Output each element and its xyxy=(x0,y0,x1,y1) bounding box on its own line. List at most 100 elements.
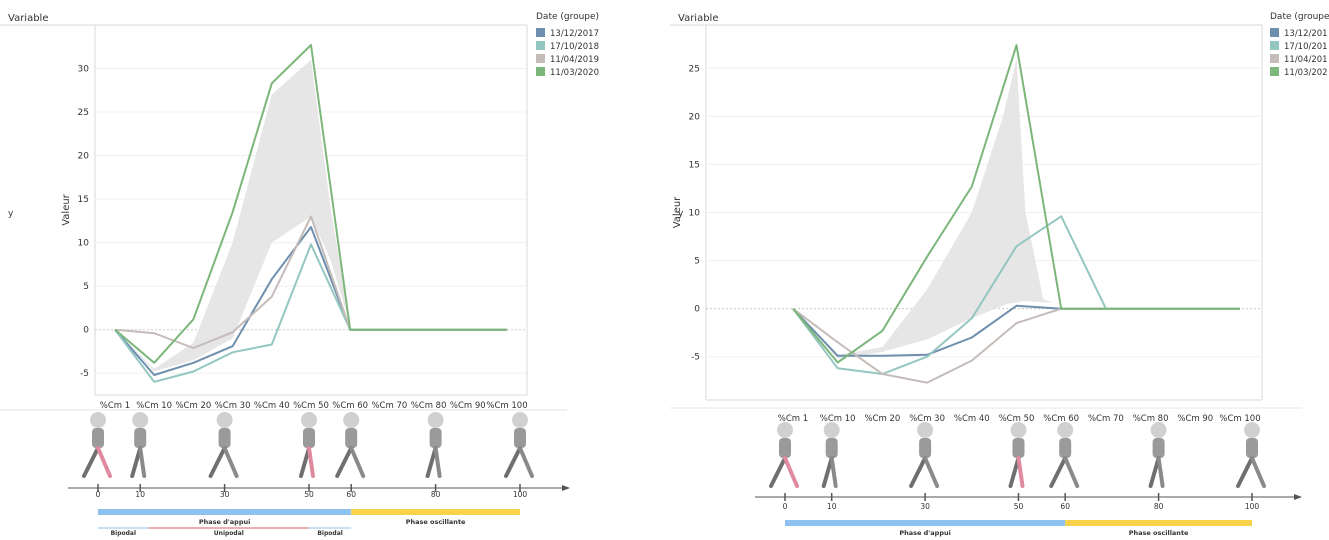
figure-torso xyxy=(1246,438,1258,458)
x-tick-label: %Cm 30 xyxy=(909,414,945,424)
chart-right-svg: Variable y -5 0 5 10 15 20 25 Valeur %Cm 1 %Cm 10 %C… xyxy=(670,12,1329,537)
figure-leg xyxy=(829,456,838,488)
legend-title: Date (groupe) xyxy=(536,12,599,22)
legend-swatch xyxy=(1270,28,1279,37)
legend-entry: 11/04/201 xyxy=(1284,55,1328,65)
x-tick-label: %Cm 60 xyxy=(1043,414,1079,424)
walking-figure xyxy=(821,422,840,488)
y-tick-label: 15 xyxy=(689,160,700,170)
x-tick-label: %Cm 1 xyxy=(778,414,808,424)
figure-head xyxy=(132,412,149,428)
legend-swatch xyxy=(1270,54,1279,63)
figure-torso xyxy=(514,428,526,448)
gait-tick-label: 60 xyxy=(346,490,356,499)
gait-tick-label: 50 xyxy=(304,490,314,499)
x-tick-label: %Cm 40 xyxy=(254,401,290,411)
walking-figure xyxy=(1008,422,1027,488)
figure-torso xyxy=(134,428,147,448)
legend-entry: 17/10/201 xyxy=(1284,42,1328,52)
walking-figure xyxy=(299,412,317,478)
x-tick-label: %Cm 100 xyxy=(1219,414,1260,424)
figure-head xyxy=(512,412,528,428)
y-tick-label: 10 xyxy=(78,239,90,249)
figure-head xyxy=(90,412,106,428)
figure-torso xyxy=(218,428,231,448)
phase-label: Phase d'appui xyxy=(899,529,951,537)
figure-head xyxy=(1150,422,1167,438)
phase-bar xyxy=(98,509,352,515)
figure-leg xyxy=(783,456,799,488)
gait-tick-label: 10 xyxy=(827,502,837,511)
figure-leg xyxy=(82,446,100,478)
figure-leg xyxy=(96,446,112,478)
legend-entry: 11/03/202 xyxy=(1284,68,1328,78)
x-tick-label: %Cm 20 xyxy=(864,414,900,424)
figure-leg xyxy=(433,446,442,478)
figure-leg xyxy=(923,456,940,488)
gait-tick-label: 50 xyxy=(1014,502,1024,511)
series-line-11-03-202 xyxy=(792,44,1240,364)
x-tick-label: %Cm 50 xyxy=(999,414,1035,424)
legend-swatch xyxy=(1270,41,1279,50)
x-tick-label: %Cm 70 xyxy=(1088,414,1124,424)
figure-leg xyxy=(307,446,315,478)
phase-label: Phase d'appui xyxy=(199,518,251,526)
legend-swatch xyxy=(536,28,545,37)
variable-header: Variable xyxy=(678,13,719,24)
y-tick-label: 5 xyxy=(694,257,700,267)
walking-figure xyxy=(425,412,444,478)
figure-leg xyxy=(1250,456,1266,488)
legend-swatch xyxy=(536,67,545,76)
figure-leg xyxy=(208,446,227,478)
y-tick-label: 25 xyxy=(78,108,89,118)
walking-figure xyxy=(1236,422,1266,488)
row-label-y: y xyxy=(8,209,14,219)
figure-torso xyxy=(303,428,315,448)
x-tick-label: %Cm 40 xyxy=(954,414,990,424)
figure-head xyxy=(343,412,360,428)
figure-leg xyxy=(222,446,239,478)
walking-figure xyxy=(1049,422,1080,488)
walking-figure xyxy=(504,412,534,478)
figure-torso xyxy=(1059,438,1072,458)
gait-axis-arrow xyxy=(1294,494,1302,500)
legend-swatch xyxy=(536,41,545,50)
subphase-label: Bipodal xyxy=(317,530,342,537)
figure-torso xyxy=(1152,438,1165,458)
figure-torso xyxy=(345,428,358,448)
figure-torso xyxy=(779,438,791,458)
series-line-11-03-2020 xyxy=(114,44,507,364)
x-tick-label: %Cm 100 xyxy=(486,401,527,411)
walking-figure xyxy=(909,422,940,488)
figure-head xyxy=(917,422,934,438)
figure-leg xyxy=(138,446,147,478)
phase-bar xyxy=(1065,520,1252,526)
y-tick-label: 0 xyxy=(83,326,89,336)
walking-figure xyxy=(82,412,112,478)
figure-head xyxy=(1244,422,1260,438)
walking-figure xyxy=(1148,422,1167,488)
y-tick-label: 5 xyxy=(83,282,89,292)
figure-torso xyxy=(1012,438,1025,458)
gait-tick-label: 100 xyxy=(513,490,528,499)
figure-head xyxy=(1057,422,1074,438)
row-label-y: y xyxy=(678,209,684,219)
subphase-label: Unipodal xyxy=(214,530,244,537)
x-tick-label: %Cm 10 xyxy=(136,401,172,411)
phase-bar xyxy=(351,509,520,515)
x-tick-label: %Cm 1 xyxy=(100,401,130,411)
walking-figure xyxy=(130,412,149,478)
y-tick-label: 25 xyxy=(689,64,700,74)
x-tick-label: %Cm 80 xyxy=(411,401,447,411)
figure-leg xyxy=(1063,456,1080,488)
figure-torso xyxy=(919,438,932,458)
gait-axis-arrow xyxy=(562,485,570,491)
legend-swatch xyxy=(1270,67,1279,76)
gait-tick-label: 10 xyxy=(135,490,145,499)
legend-entry: 11/04/2019 xyxy=(550,55,599,65)
walking-figure xyxy=(208,412,239,478)
variability-band xyxy=(115,59,351,372)
figure-leg xyxy=(335,446,354,478)
gait-tick-label: 30 xyxy=(220,490,230,499)
figure-torso xyxy=(92,428,104,448)
